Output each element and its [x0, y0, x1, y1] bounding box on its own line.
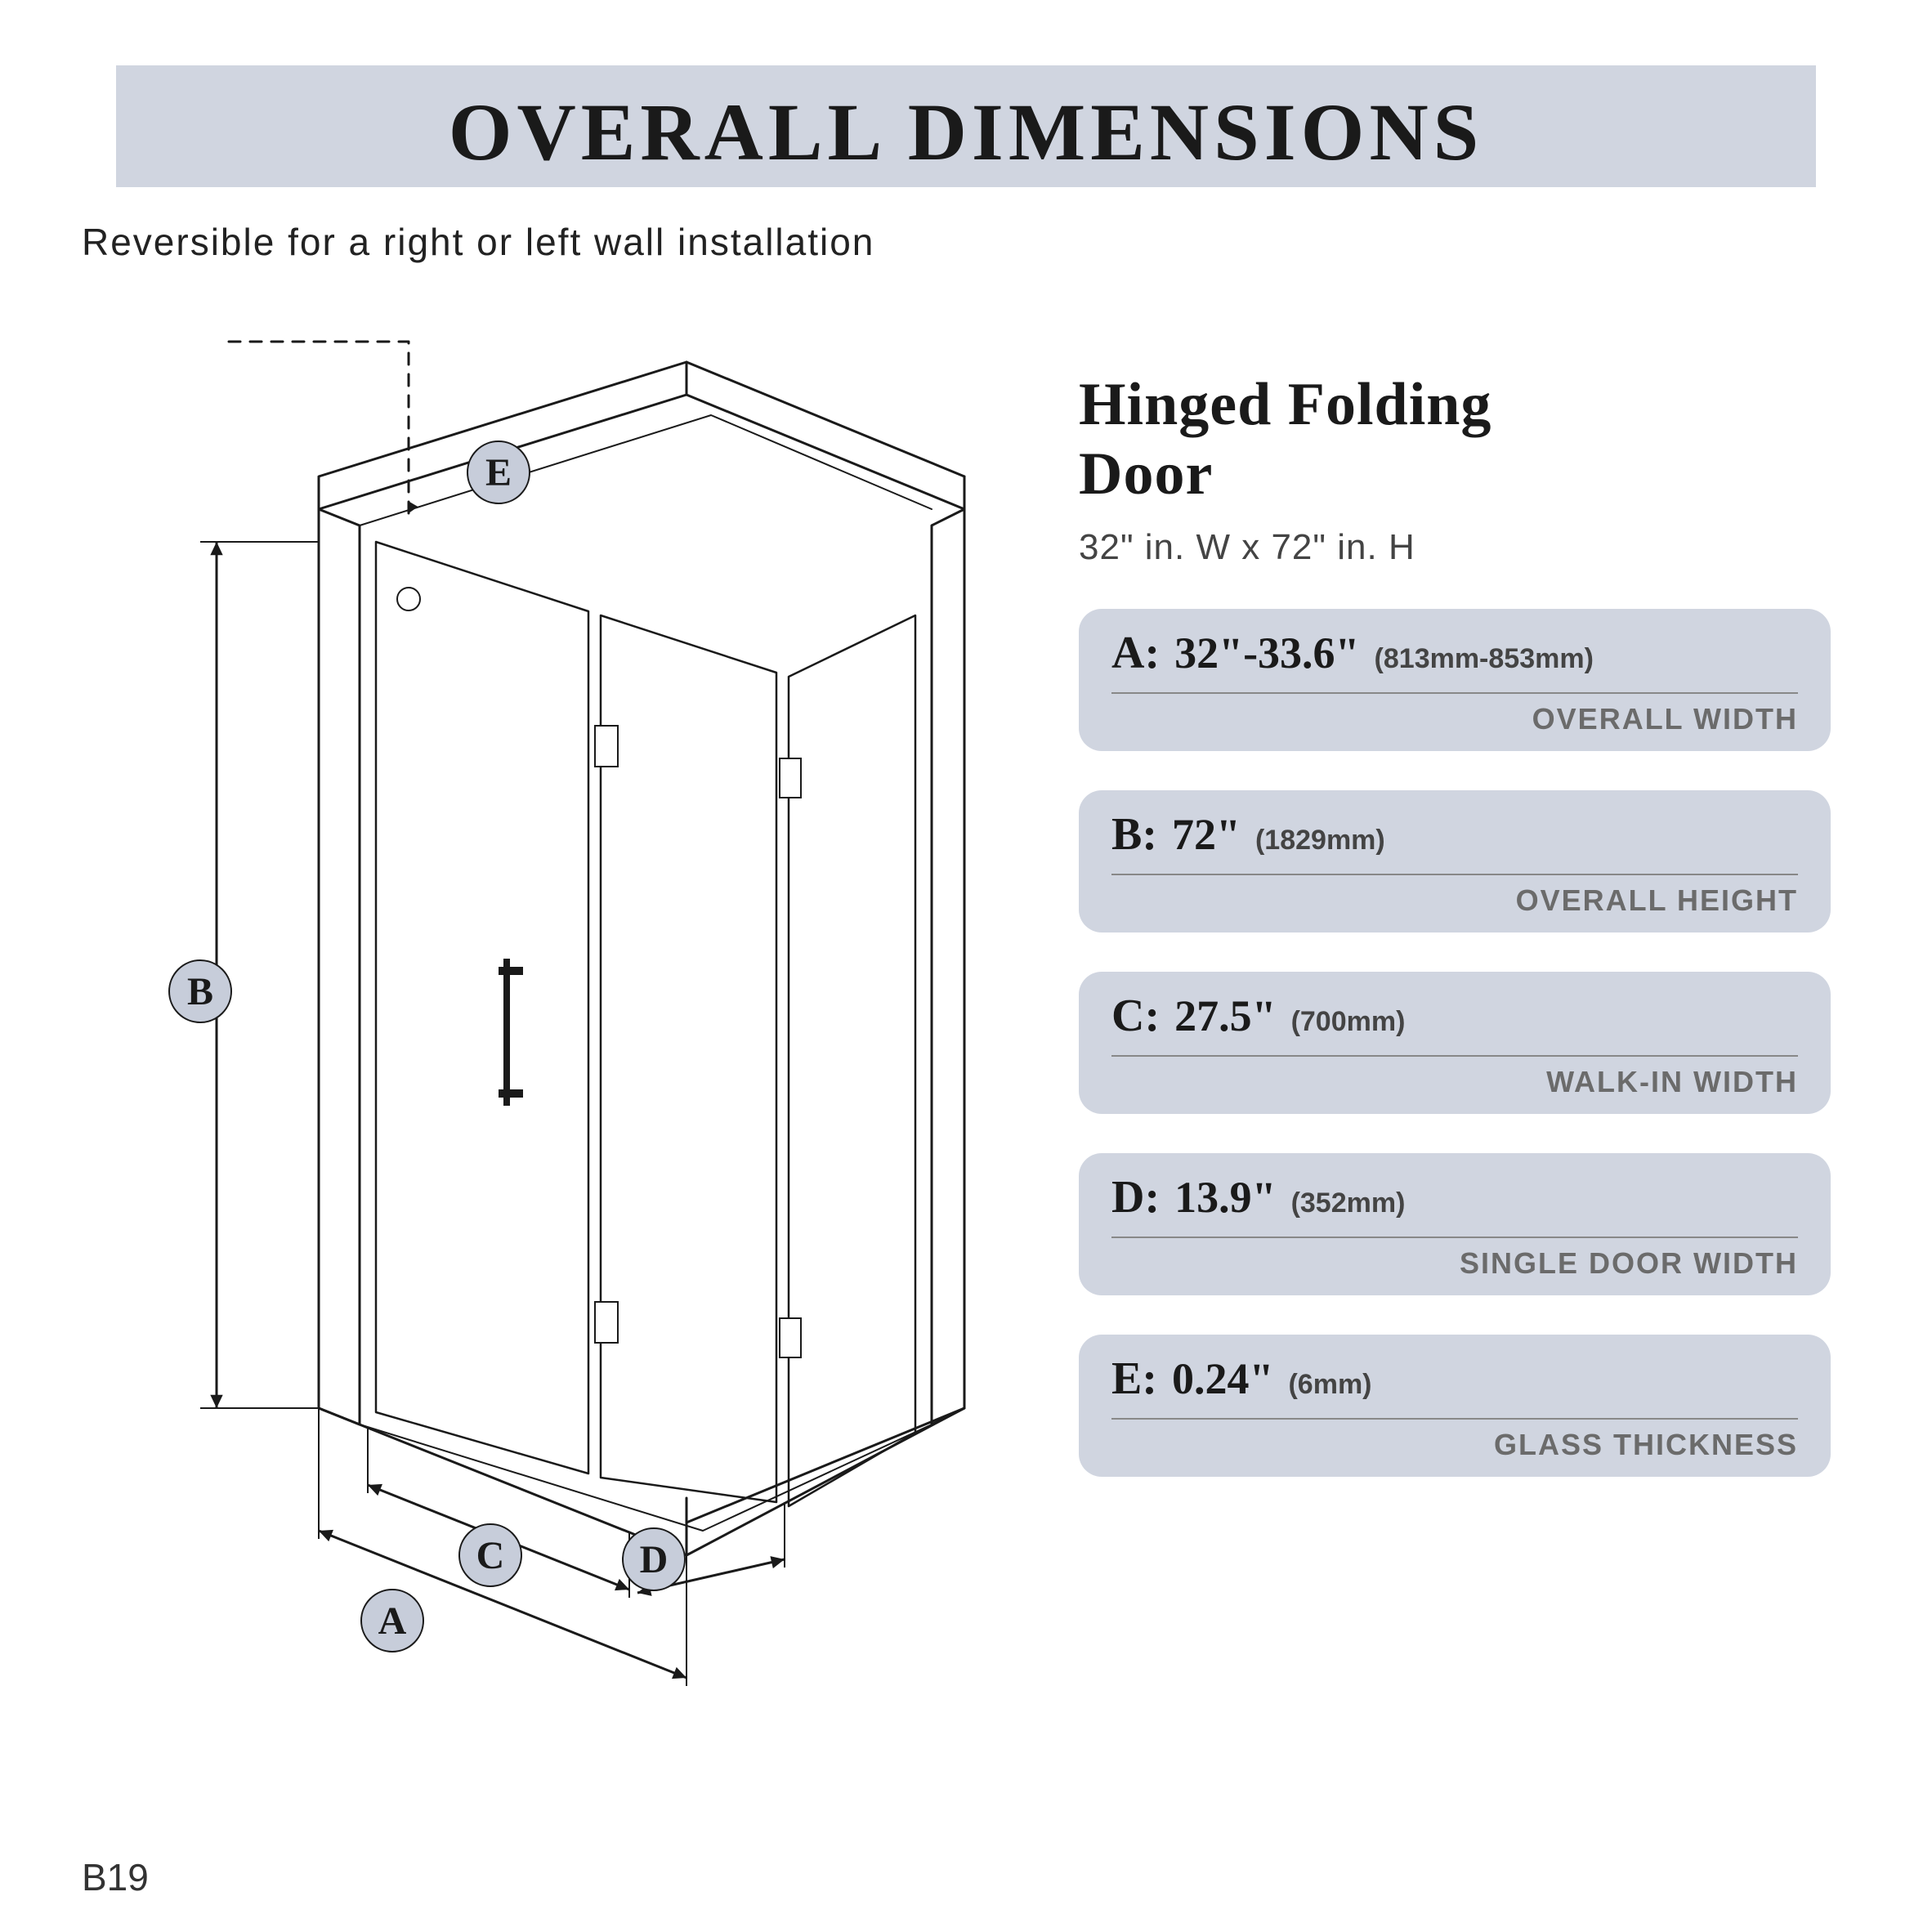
diagram-panel: B C D A E: [65, 272, 1046, 1702]
dimension-label: OVERALL HEIGHT: [1111, 883, 1798, 918]
svg-text:A: A: [378, 1599, 407, 1643]
dimension-value-row: A: 32"-33.6" (813mm-853mm): [1111, 627, 1798, 694]
dimension-value-row: C: 27.5" (700mm): [1111, 990, 1798, 1057]
dimension-card: A: 32"-33.6" (813mm-853mm) OVERALL WIDTH: [1079, 609, 1831, 751]
svg-text:D: D: [640, 1538, 669, 1581]
dimension-value: 13.9": [1174, 1172, 1276, 1223]
dimension-card: E: 0.24" (6mm) GLASS THICKNESS: [1079, 1335, 1831, 1477]
svg-text:E: E: [485, 451, 512, 494]
product-title: Hinged Folding Door: [1079, 370, 1867, 509]
dimension-value: 32"-33.6": [1174, 628, 1359, 678]
dimension-letter: B:: [1111, 808, 1157, 861]
svg-text:B: B: [187, 970, 213, 1013]
model-code: B19: [82, 1855, 149, 1899]
dimension-label: WALK-IN WIDTH: [1111, 1065, 1798, 1099]
dimension-metric: (6mm): [1288, 1369, 1371, 1401]
svg-text:C: C: [476, 1534, 505, 1577]
title-bar: OVERALL DIMENSIONS: [116, 65, 1816, 187]
dimension-label: OVERALL WIDTH: [1111, 702, 1798, 736]
dimension-value: 0.24": [1172, 1353, 1273, 1404]
info-panel: Hinged Folding Door 32" in. W x 72" in. …: [1079, 272, 1867, 1702]
dimension-value-row: B: 72" (1829mm): [1111, 808, 1798, 875]
dimension-metric: (1829mm): [1255, 825, 1385, 856]
dimension-label: GLASS THICKNESS: [1111, 1428, 1798, 1462]
dimension-list: A: 32"-33.6" (813mm-853mm) OVERALL WIDTH…: [1079, 609, 1867, 1477]
product-subtitle: 32" in. W x 72" in. H: [1079, 527, 1867, 568]
content-row: B C D A E Hinged Folding Door 32" in. W x 72…: [65, 272, 1867, 1702]
page-title: OVERALL DIMENSIONS: [116, 85, 1816, 179]
reversible-note: Reversible for a right or left wall inst…: [82, 220, 1867, 264]
dimension-card: C: 27.5" (700mm) WALK-IN WIDTH: [1079, 972, 1831, 1114]
dimension-letter: C:: [1111, 990, 1160, 1042]
dimension-metric: (352mm): [1291, 1187, 1406, 1219]
dimension-label: SINGLE DOOR WIDTH: [1111, 1246, 1798, 1281]
dimension-metric: (813mm-853mm): [1375, 643, 1594, 675]
dimension-letter: D:: [1111, 1171, 1160, 1223]
dimension-diagram: B C D A E: [65, 272, 1046, 1702]
dimension-value-row: D: 13.9" (352mm): [1111, 1171, 1798, 1238]
dimension-letter: A:: [1111, 627, 1160, 679]
dimension-letter: E:: [1111, 1353, 1157, 1405]
dimension-metric: (700mm): [1291, 1006, 1406, 1038]
dimension-value-row: E: 0.24" (6mm): [1111, 1353, 1798, 1420]
dimension-card: B: 72" (1829mm) OVERALL HEIGHT: [1079, 790, 1831, 932]
dimension-card: D: 13.9" (352mm) SINGLE DOOR WIDTH: [1079, 1153, 1831, 1295]
dimension-value: 27.5": [1174, 991, 1276, 1041]
dimension-value: 72": [1172, 809, 1241, 860]
